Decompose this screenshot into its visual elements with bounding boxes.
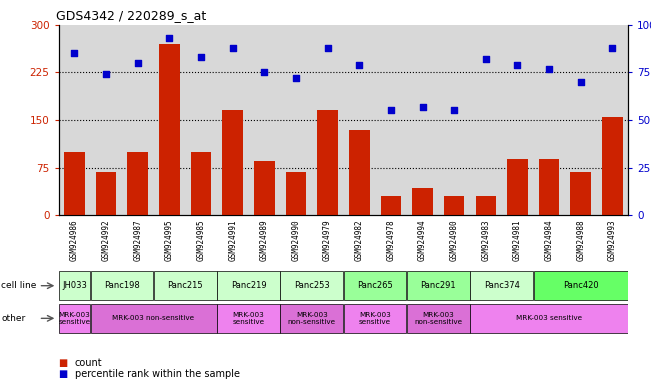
Text: GSM924993: GSM924993 — [608, 220, 617, 261]
Text: MRK-003 sensitive: MRK-003 sensitive — [516, 315, 582, 321]
Text: ■: ■ — [59, 369, 68, 379]
Text: percentile rank within the sample: percentile rank within the sample — [75, 369, 240, 379]
Bar — [344, 304, 406, 333]
Text: cell line: cell line — [1, 281, 36, 290]
Text: GSM924983: GSM924983 — [481, 220, 490, 261]
Bar — [90, 271, 153, 300]
Point — [69, 50, 79, 56]
Point — [101, 71, 111, 78]
Bar — [59, 271, 90, 300]
Bar — [381, 196, 401, 215]
Text: MRK-003
non-sensitive: MRK-003 non-sensitive — [288, 312, 336, 325]
Point — [322, 45, 333, 51]
Point — [259, 70, 270, 76]
Bar — [128, 152, 148, 215]
Text: GSM924981: GSM924981 — [513, 220, 522, 261]
Text: GSM924991: GSM924991 — [228, 220, 237, 261]
Bar — [470, 304, 628, 333]
Text: GSM924994: GSM924994 — [418, 220, 427, 261]
Bar — [154, 271, 217, 300]
Bar — [286, 172, 306, 215]
Point — [291, 75, 301, 81]
Bar — [475, 196, 496, 215]
Bar — [507, 159, 528, 215]
Bar — [344, 271, 406, 300]
Text: Panc198: Panc198 — [104, 281, 140, 290]
Text: GSM924979: GSM924979 — [323, 220, 332, 261]
Bar — [570, 172, 591, 215]
Bar — [534, 271, 628, 300]
Bar — [539, 159, 559, 215]
Text: MRK-003
sensitive: MRK-003 sensitive — [59, 312, 90, 325]
Point — [417, 104, 428, 110]
Bar — [90, 304, 217, 333]
Text: MRK-003
sensitive: MRK-003 sensitive — [359, 312, 391, 325]
Text: Panc215: Panc215 — [167, 281, 203, 290]
Bar — [444, 196, 464, 215]
Text: GSM924987: GSM924987 — [133, 220, 142, 261]
Text: Panc374: Panc374 — [484, 281, 519, 290]
Bar — [191, 152, 212, 215]
Text: Panc420: Panc420 — [563, 281, 598, 290]
Point — [385, 108, 396, 114]
Bar — [217, 304, 280, 333]
Bar — [59, 304, 90, 333]
Bar — [602, 117, 622, 215]
Point — [164, 35, 174, 41]
Text: other: other — [1, 314, 25, 323]
Bar — [407, 304, 469, 333]
Bar — [223, 111, 243, 215]
Text: Panc291: Panc291 — [421, 281, 456, 290]
Text: ■: ■ — [59, 358, 68, 368]
Text: GSM924986: GSM924986 — [70, 220, 79, 261]
Text: GSM924982: GSM924982 — [355, 220, 364, 261]
Bar — [254, 161, 275, 215]
Bar — [407, 271, 469, 300]
Bar — [64, 152, 85, 215]
Text: Panc253: Panc253 — [294, 281, 329, 290]
Text: GSM924990: GSM924990 — [292, 220, 300, 261]
Text: GSM924992: GSM924992 — [102, 220, 111, 261]
Point — [607, 45, 618, 51]
Text: Panc219: Panc219 — [230, 281, 266, 290]
Bar — [317, 111, 338, 215]
Text: count: count — [75, 358, 102, 368]
Bar — [349, 129, 370, 215]
Text: GDS4342 / 220289_s_at: GDS4342 / 220289_s_at — [56, 9, 206, 22]
Bar — [470, 271, 533, 300]
Text: GSM924985: GSM924985 — [197, 220, 206, 261]
Bar — [159, 44, 180, 215]
Bar — [96, 172, 117, 215]
Bar — [281, 271, 343, 300]
Bar — [217, 271, 280, 300]
Point — [227, 45, 238, 51]
Point — [354, 62, 365, 68]
Text: JH033: JH033 — [62, 281, 87, 290]
Text: GSM924984: GSM924984 — [545, 220, 553, 261]
Text: GSM924988: GSM924988 — [576, 220, 585, 261]
Text: GSM924980: GSM924980 — [450, 220, 459, 261]
Point — [133, 60, 143, 66]
Text: MRK-003
sensitive: MRK-003 sensitive — [232, 312, 264, 325]
Text: GSM924995: GSM924995 — [165, 220, 174, 261]
Bar — [281, 304, 343, 333]
Text: GSM924978: GSM924978 — [387, 220, 395, 261]
Point — [544, 66, 554, 72]
Text: GSM924989: GSM924989 — [260, 220, 269, 261]
Text: MRK-003 non-sensitive: MRK-003 non-sensitive — [113, 315, 195, 321]
Point — [449, 108, 460, 114]
Point — [196, 54, 206, 60]
Text: Panc265: Panc265 — [357, 281, 393, 290]
Text: MRK-003
non-sensitive: MRK-003 non-sensitive — [414, 312, 462, 325]
Bar — [412, 189, 433, 215]
Point — [512, 62, 523, 68]
Point — [480, 56, 491, 62]
Point — [575, 79, 586, 85]
